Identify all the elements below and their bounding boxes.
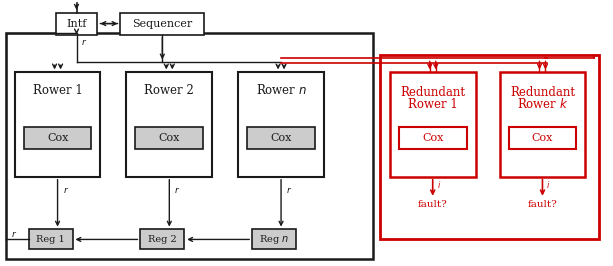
Text: $r$: $r$ xyxy=(10,230,17,239)
Bar xyxy=(509,127,576,149)
Bar xyxy=(56,13,97,35)
Bar xyxy=(126,72,212,177)
Text: $r$: $r$ xyxy=(80,38,86,47)
Text: Cox: Cox xyxy=(270,133,292,143)
Text: Redundant: Redundant xyxy=(510,86,575,99)
Bar xyxy=(238,72,324,177)
Text: Rower 1: Rower 1 xyxy=(408,98,457,111)
Text: fault?: fault? xyxy=(528,200,557,209)
Bar xyxy=(120,13,204,35)
Bar xyxy=(252,230,296,250)
Bar xyxy=(29,230,72,250)
Bar xyxy=(15,72,101,177)
Bar xyxy=(380,55,600,239)
Bar xyxy=(24,127,91,149)
Bar xyxy=(135,127,204,149)
Text: Cox: Cox xyxy=(47,133,68,143)
Text: Redundant: Redundant xyxy=(400,86,465,99)
Text: Rower 2: Rower 2 xyxy=(145,84,194,97)
Text: Reg 1: Reg 1 xyxy=(36,235,65,244)
Text: $i$: $i$ xyxy=(546,179,550,190)
Text: Cox: Cox xyxy=(422,133,443,143)
Bar xyxy=(140,230,185,250)
Text: Intf: Intf xyxy=(66,19,86,28)
Text: Rower 1: Rower 1 xyxy=(32,84,82,97)
Text: Sequencer: Sequencer xyxy=(132,19,192,28)
Text: Rower $n$: Rower $n$ xyxy=(256,83,306,97)
Bar xyxy=(399,127,466,149)
Text: $i$: $i$ xyxy=(436,179,441,190)
Text: Reg $n$: Reg $n$ xyxy=(259,233,289,246)
Bar xyxy=(390,72,476,177)
Bar xyxy=(500,72,585,177)
Text: Rower $k$: Rower $k$ xyxy=(517,97,568,111)
Bar xyxy=(6,32,373,259)
Text: $r$: $r$ xyxy=(286,185,292,195)
Text: Cox: Cox xyxy=(531,133,553,143)
Text: $r$: $r$ xyxy=(174,185,180,195)
Text: fault?: fault? xyxy=(418,200,447,209)
Text: Cox: Cox xyxy=(159,133,180,143)
Bar xyxy=(247,127,315,149)
Text: Reg 2: Reg 2 xyxy=(148,235,177,244)
Text: $r$: $r$ xyxy=(63,185,69,195)
